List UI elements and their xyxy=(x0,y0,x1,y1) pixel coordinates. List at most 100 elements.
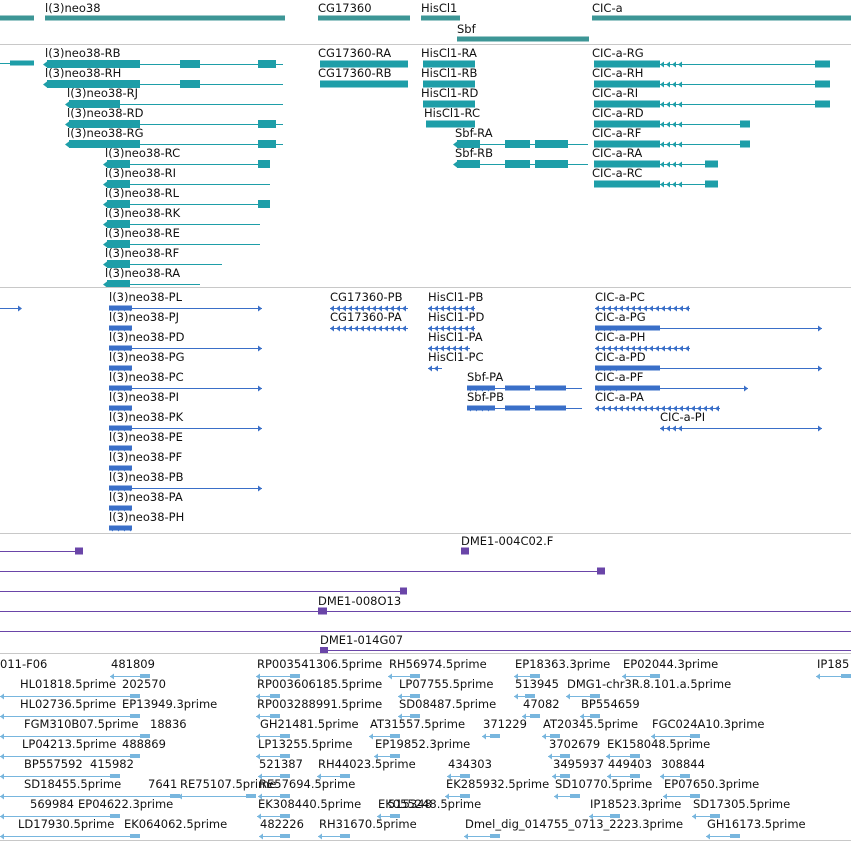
clone-end[interactable] xyxy=(461,547,469,555)
protein-chevron[interactable] xyxy=(390,325,394,332)
transcript-chevron[interactable] xyxy=(672,161,676,168)
est-strand-arrow[interactable] xyxy=(692,813,696,820)
est-strand-arrow[interactable] xyxy=(178,793,182,800)
protein-chevron[interactable] xyxy=(396,305,400,312)
est-strand-arrow[interactable] xyxy=(548,753,552,760)
gene-bar[interactable] xyxy=(421,15,460,21)
est-strand-arrow[interactable] xyxy=(258,773,262,780)
est-strand-arrow[interactable] xyxy=(542,733,546,740)
protein-chevron[interactable] xyxy=(330,325,334,332)
protein-chevron[interactable] xyxy=(121,325,125,332)
est-strand-arrow[interactable] xyxy=(0,733,4,740)
est-block[interactable] xyxy=(390,734,400,738)
est-strand-arrow[interactable] xyxy=(318,833,322,840)
transcript-strand-arrow[interactable] xyxy=(103,281,107,288)
protein-chevron[interactable] xyxy=(619,405,623,412)
protein-strand-arrow[interactable] xyxy=(818,365,822,372)
transcript-strand-arrow[interactable] xyxy=(453,161,457,168)
protein-chevron[interactable] xyxy=(458,345,462,352)
protein-chevron[interactable] xyxy=(467,385,471,392)
protein-chevron[interactable] xyxy=(109,485,113,492)
protein-chevron[interactable] xyxy=(354,305,358,312)
est-strand-arrow[interactable] xyxy=(622,673,626,680)
protein-chevron[interactable] xyxy=(446,305,450,312)
protein-chevron[interactable] xyxy=(127,405,131,412)
protein-chevron[interactable] xyxy=(607,405,611,412)
protein-chevron[interactable] xyxy=(109,405,113,412)
est-strand-arrow[interactable] xyxy=(0,753,4,760)
protein-chevron[interactable] xyxy=(121,505,125,512)
protein-chevron[interactable] xyxy=(127,485,131,492)
est-strand-arrow[interactable] xyxy=(464,833,468,840)
protein-chevron[interactable] xyxy=(336,305,340,312)
est-strand-arrow[interactable] xyxy=(110,673,114,680)
est-strand-arrow[interactable] xyxy=(606,753,610,760)
est-block[interactable] xyxy=(680,774,690,778)
est-strand-arrow[interactable] xyxy=(514,673,518,680)
protein-chevron[interactable] xyxy=(661,305,665,312)
protein-chevron[interactable] xyxy=(607,345,611,352)
protein-chevron[interactable] xyxy=(127,465,131,472)
transcript-strand-arrow[interactable] xyxy=(65,121,69,128)
protein-chevron[interactable] xyxy=(637,305,641,312)
transcript-exon[interactable] xyxy=(423,80,475,88)
protein-chevron[interactable] xyxy=(109,525,113,532)
transcript-chevron[interactable] xyxy=(678,161,682,168)
protein-chevron[interactable] xyxy=(673,305,677,312)
est-block[interactable] xyxy=(130,714,140,718)
protein-chevron[interactable] xyxy=(625,345,629,352)
protein-chevron[interactable] xyxy=(109,465,113,472)
transcript-exon[interactable] xyxy=(258,200,270,208)
est-block[interactable] xyxy=(590,714,600,718)
est-strand-arrow[interactable] xyxy=(398,693,402,700)
protein-chevron[interactable] xyxy=(360,305,364,312)
protein-chevron[interactable] xyxy=(348,325,352,332)
protein-chevron[interactable] xyxy=(342,305,346,312)
protein-chevron[interactable] xyxy=(679,405,683,412)
protein-chevron[interactable] xyxy=(127,505,131,512)
protein-chevron[interactable] xyxy=(458,305,462,312)
transcript-chevron[interactable] xyxy=(678,101,682,108)
clone-end[interactable] xyxy=(75,547,83,555)
est-block[interactable] xyxy=(550,734,560,738)
protein-segment[interactable] xyxy=(109,465,132,471)
protein-chevron[interactable] xyxy=(366,305,370,312)
transcript-exon[interactable] xyxy=(107,260,130,268)
transcript-exon[interactable] xyxy=(815,80,830,88)
protein-chevron[interactable] xyxy=(109,445,113,452)
transcript-exon[interactable] xyxy=(705,160,718,168)
transcript-chevron[interactable] xyxy=(660,181,664,188)
protein-partial-arrow[interactable] xyxy=(18,305,22,312)
transcript-chevron[interactable] xyxy=(672,181,676,188)
est-strand-arrow[interactable] xyxy=(258,793,262,800)
est-block[interactable] xyxy=(130,694,140,698)
protein-chevron[interactable] xyxy=(127,365,131,372)
protein-chevron[interactable] xyxy=(360,325,364,332)
transcript-exon[interactable] xyxy=(594,140,660,148)
protein-segment[interactable] xyxy=(595,325,660,331)
transcript-exon[interactable] xyxy=(107,160,130,168)
protein-chevron[interactable] xyxy=(440,325,444,332)
est-strand-arrow[interactable] xyxy=(607,773,611,780)
transcript-exon[interactable] xyxy=(180,80,200,88)
protein-chevron[interactable] xyxy=(384,325,388,332)
est-block[interactable] xyxy=(460,794,470,798)
transcript-strand-arrow[interactable] xyxy=(103,201,107,208)
transcript-exon[interactable] xyxy=(107,280,130,288)
est-strand-arrow[interactable] xyxy=(552,773,556,780)
protein-chevron[interactable] xyxy=(109,365,113,372)
protein-chevron[interactable] xyxy=(121,425,125,432)
est-block[interactable] xyxy=(460,774,470,778)
protein-segment[interactable] xyxy=(595,365,660,371)
protein-chevron[interactable] xyxy=(667,345,671,352)
protein-chevron[interactable] xyxy=(342,325,346,332)
protein-chevron[interactable] xyxy=(631,345,635,352)
protein-chevron[interactable] xyxy=(613,305,617,312)
protein-chevron[interactable] xyxy=(595,385,599,392)
protein-chevron[interactable] xyxy=(715,405,719,412)
clone-end[interactable] xyxy=(320,647,328,653)
transcript-exon[interactable] xyxy=(815,60,830,68)
transcript-exon[interactable] xyxy=(594,60,660,68)
protein-chevron[interactable] xyxy=(691,405,695,412)
transcript-exon[interactable] xyxy=(426,120,475,128)
